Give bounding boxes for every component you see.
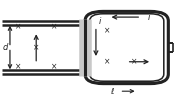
Text: d: d (3, 43, 8, 52)
Text: ×: × (104, 26, 110, 35)
Text: ℓ: ℓ (110, 87, 114, 95)
Text: i: i (147, 13, 150, 22)
FancyBboxPatch shape (90, 14, 164, 81)
Text: ×: × (131, 57, 137, 66)
Text: ×: × (51, 22, 58, 31)
Text: ×: × (104, 57, 110, 66)
Text: ×: × (33, 43, 39, 52)
Text: i: i (98, 17, 101, 26)
Text: ×: × (51, 62, 58, 71)
Text: ×: × (15, 62, 21, 71)
Text: ×: × (15, 22, 21, 31)
